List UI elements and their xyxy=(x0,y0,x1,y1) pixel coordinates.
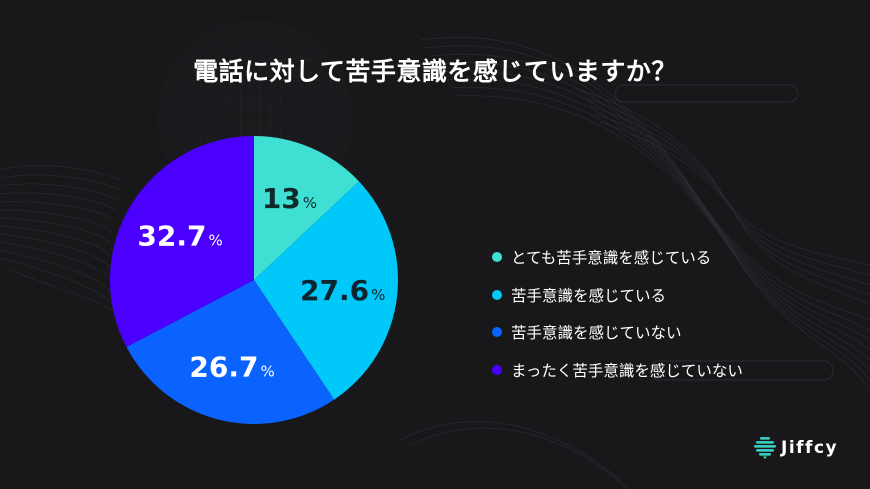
pie-slice xyxy=(126,280,335,424)
pie-slice xyxy=(254,181,398,400)
legend-label: 苦手意識を感じていない xyxy=(511,324,682,342)
chart-legend: とても苦手意識を感じている 苦手意識を感じている 苦手意識を感じていないまったく苦手… xyxy=(488,246,743,396)
pie-slice xyxy=(254,136,359,280)
legend-color-dot-icon xyxy=(492,327,502,337)
slice-value-label: 32.7% xyxy=(137,219,222,252)
legend-item: 苦手意識を感じていない xyxy=(488,321,743,343)
brand-logo: Jiffcy xyxy=(754,436,838,460)
legend-color-dot-icon xyxy=(492,289,502,300)
chart-title: 電話に対して苦手意識を感じていますか？ xyxy=(193,57,677,86)
slice-value-label: 27.6% xyxy=(300,274,385,307)
pie-slice xyxy=(109,136,254,347)
brand-name: Jiffcy xyxy=(781,438,839,458)
legend-label: とても苦手意識を感じている xyxy=(511,249,712,267)
legend-label: まったく苦手意識を感じていない xyxy=(511,361,743,380)
legend-color-dot-icon xyxy=(492,364,502,375)
jiffcy-logo-icon xyxy=(754,437,776,459)
legend-label: 苦手意識を感じている xyxy=(511,286,667,305)
legend-item: まったく苦手意識を感じていない xyxy=(488,359,743,381)
legend-item: とても苦手意識を感じている xyxy=(488,246,743,268)
slice-value-label: 26.7% xyxy=(189,351,274,384)
legend-color-dot-icon xyxy=(492,252,502,262)
slice-value-label: 13% xyxy=(262,182,317,215)
legend-item: 苦手意識を感じている xyxy=(488,284,743,306)
